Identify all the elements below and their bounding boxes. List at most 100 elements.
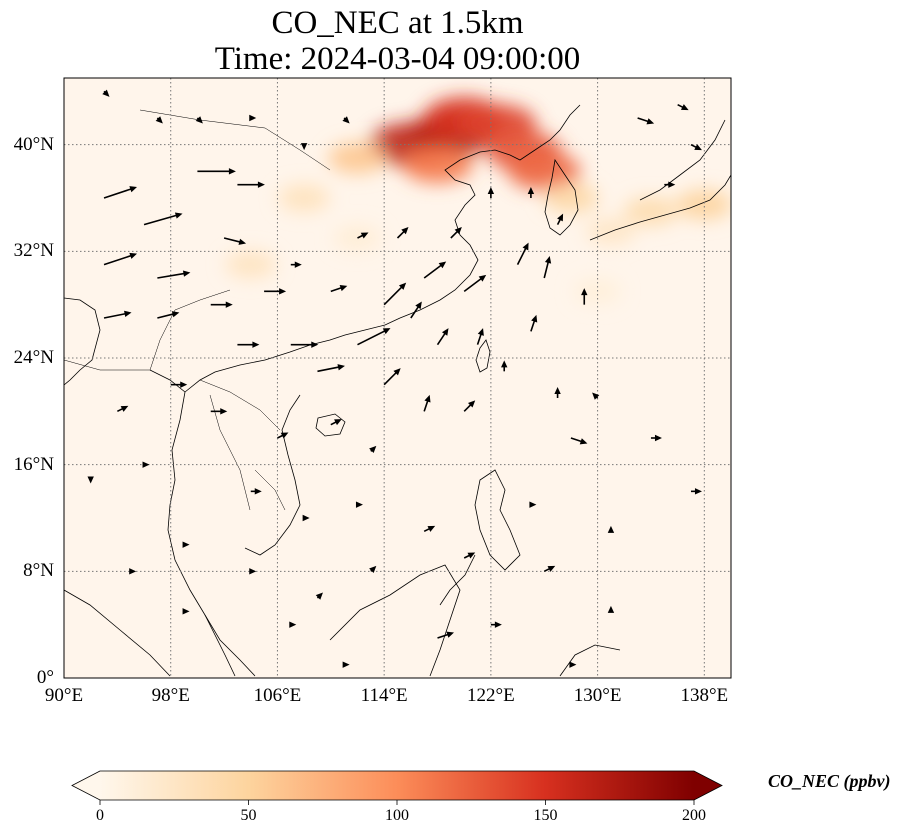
plume-7: [328, 142, 387, 174]
wind-arrow: [369, 445, 377, 454]
gridlines: [64, 78, 731, 678]
lon-tick-label: 130°E: [573, 685, 622, 706]
wind-arrow: [315, 592, 323, 600]
lat-tick-label: 0°: [36, 667, 54, 688]
philippines-coastline: [439, 469, 521, 606]
wind-arrow: [677, 103, 689, 111]
korea-coastline: [544, 158, 579, 236]
wind-arrow: [142, 461, 150, 468]
wind-arrow: [317, 364, 345, 373]
wind-arrow: [103, 310, 132, 319]
wind-arrow: [516, 242, 529, 266]
newguinea-coastline: [559, 644, 621, 677]
wind-arrow: [290, 261, 302, 268]
wind-arrow: [450, 227, 462, 239]
wind-arrow: [87, 476, 94, 484]
wind-vectors: [87, 89, 702, 668]
wind-arrow: [103, 252, 138, 266]
wind-arrow: [277, 432, 289, 439]
wind-arrow: [490, 621, 502, 628]
wind-arrow: [143, 212, 183, 226]
wind-arrow: [330, 419, 342, 426]
wind-arrow: [487, 187, 495, 198]
japan-coastline: [589, 119, 731, 241]
wind-arrow: [357, 232, 369, 239]
lon-tick-label: 106°E: [253, 685, 302, 706]
wind-arrow: [300, 143, 308, 151]
wind-arrow: [530, 314, 538, 332]
wind-arrow: [556, 213, 564, 226]
wind-arrow: [237, 341, 260, 348]
coastlines: [64, 104, 731, 677]
wind-arrow: [342, 661, 350, 668]
wind-arrow: [249, 568, 257, 575]
country-borders: [64, 109, 331, 511]
wind-arrow: [195, 116, 203, 124]
wind-arrow: [355, 501, 363, 508]
wind-arrow: [103, 186, 138, 199]
wind-arrow: [581, 288, 588, 305]
wind-arrow: [210, 301, 233, 308]
lat-tick-label: 32°N: [13, 240, 54, 262]
wind-arrow: [463, 552, 476, 559]
plume-11: [543, 183, 599, 213]
wind-arrow: [249, 114, 257, 122]
colorbar-label: CO_NEC (ppbv): [768, 771, 891, 791]
wind-arrow: [410, 301, 422, 319]
wind-arrow: [357, 328, 391, 346]
wind-arrow: [250, 488, 262, 495]
wind-arrow: [569, 661, 577, 668]
plume-13: [676, 189, 731, 220]
wind-arrow: [463, 274, 487, 292]
colorbar-tick-label: 200: [682, 807, 706, 824]
lat-tick-label: 24°N: [13, 347, 54, 368]
wind-arrow: [437, 631, 455, 639]
colorbar-tick-label: 50: [240, 807, 257, 824]
wind-arrow: [607, 605, 615, 613]
wind-arrow: [342, 116, 350, 124]
lat-tick-label: 40°N: [13, 133, 54, 155]
wind-arrow: [529, 501, 537, 508]
taiwan-coastline: [475, 339, 491, 373]
wind-arrow: [369, 565, 377, 574]
wind-arrow: [155, 116, 163, 124]
wind-arrow: [543, 565, 556, 573]
lon-tick-label: 138°E: [680, 685, 729, 706]
lon-tick-label: 114°E: [360, 685, 408, 706]
wind-arrow: [197, 168, 236, 175]
wind-arrow: [210, 408, 228, 415]
wind-arrow: [117, 405, 129, 413]
hainan-coastline: [315, 413, 346, 437]
borneo-coastline: [329, 564, 461, 677]
malay-coastline: [64, 589, 236, 677]
wind-arrow: [690, 143, 702, 151]
plume-12: [624, 196, 678, 226]
colorbar-max-extend: [694, 771, 722, 800]
wind-arrow: [170, 381, 188, 388]
wind-arrow: [501, 360, 508, 372]
mainland-coastline: [64, 104, 581, 677]
lon-tick-label: 122°E: [467, 685, 515, 706]
plume-9: [225, 250, 277, 279]
wind-arrow: [264, 288, 287, 295]
indochina-coastline: [244, 394, 301, 556]
wind-arrow: [237, 181, 265, 188]
wind-arrow: [223, 237, 247, 245]
wind-arrow: [436, 328, 449, 346]
wind-arrow: [690, 488, 702, 495]
wind-arrow: [543, 256, 552, 279]
wind-arrow: [383, 282, 407, 306]
wind-arrow: [182, 608, 190, 615]
map-subtitle: Time: 2024-03-04 09:00:00: [214, 41, 581, 77]
map-background: [64, 78, 731, 678]
wind-arrow: [476, 328, 484, 345]
colorbar-tick-label: 150: [533, 807, 558, 824]
wind-arrow: [570, 437, 588, 445]
plume-8: [278, 184, 330, 212]
colorbar-gradient: [100, 771, 694, 800]
wind-arrow: [592, 392, 600, 400]
wind-arrow: [290, 341, 319, 348]
wind-arrow: [289, 621, 297, 628]
wind-arrow: [650, 434, 662, 442]
